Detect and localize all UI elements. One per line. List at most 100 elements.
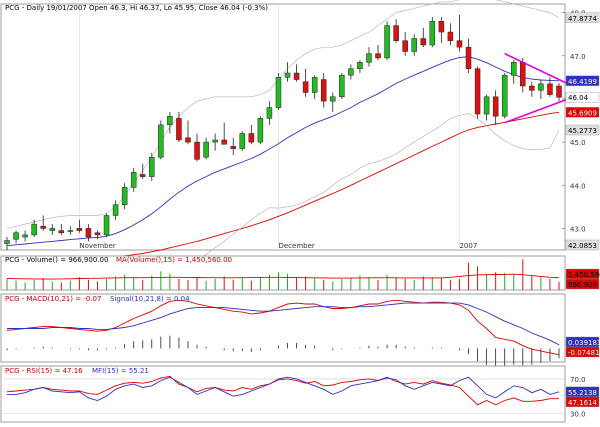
candle-body bbox=[348, 68, 354, 76]
rsi-label-1-bg bbox=[565, 396, 600, 408]
candle-body bbox=[311, 77, 318, 93]
volume-panel: 1,450,560 966,900 bbox=[0, 255, 600, 291]
candle-body bbox=[538, 83, 544, 91]
candle-body bbox=[176, 118, 182, 141]
macd-line-0 bbox=[6, 299, 560, 356]
macd-header: PCG - MACD(10,21) = -0.07 bbox=[5, 295, 101, 303]
candle-body bbox=[194, 141, 200, 160]
price-label-5-bg bbox=[565, 239, 600, 251]
candle-body bbox=[320, 79, 327, 102]
candle-body bbox=[293, 72, 300, 80]
candle-body bbox=[185, 137, 191, 143]
candle-body bbox=[40, 226, 46, 229]
candle-body bbox=[547, 83, 553, 95]
x-tick-label: November bbox=[79, 242, 116, 250]
panel-frame bbox=[0, 365, 566, 423]
candle-body bbox=[483, 96, 490, 115]
rsi-level-label: 70.0 bbox=[570, 376, 586, 384]
candle-body bbox=[167, 115, 173, 126]
candle-body bbox=[275, 77, 282, 108]
panel-frame bbox=[0, 255, 566, 291]
candle-body bbox=[501, 74, 508, 117]
candle-body bbox=[203, 141, 209, 158]
candle-body bbox=[248, 133, 255, 143]
rsi-level-label: 30.0 bbox=[570, 410, 586, 418]
candle-body bbox=[149, 156, 155, 177]
candle-body bbox=[411, 38, 417, 52]
price-label-0: 47.8774 bbox=[568, 15, 597, 23]
chart-header: PCG - Daily 19/01/2007 Open 46.3, Hi 46.… bbox=[5, 4, 268, 12]
series-line-2 bbox=[6, 0, 560, 229]
macd-line-1 bbox=[7, 302, 560, 346]
candle-body bbox=[465, 46, 472, 69]
candle-body bbox=[339, 74, 345, 98]
candle-body bbox=[139, 174, 146, 177]
volume-label-0: 1,450,560 bbox=[568, 271, 600, 279]
price-label-1: 46.4199 bbox=[568, 78, 597, 86]
candle-body bbox=[239, 133, 246, 149]
candle-body bbox=[330, 96, 336, 102]
y-tick-label: 45.0 bbox=[570, 139, 586, 147]
price-label-1-bg bbox=[565, 75, 600, 87]
candle-body bbox=[556, 85, 562, 98]
candle-body bbox=[85, 228, 92, 238]
candle-body bbox=[112, 204, 119, 216]
rsi-label-0: 55.2138 bbox=[568, 389, 597, 397]
candle-body bbox=[76, 228, 83, 231]
candle-body bbox=[257, 118, 264, 143]
candle-body bbox=[447, 31, 454, 41]
volume-header: PCG - Volume() = 966,900.00 bbox=[5, 256, 108, 264]
candle-body bbox=[221, 139, 227, 145]
volume-ma-line bbox=[6, 273, 560, 280]
macd-label-1: -0.074812 bbox=[568, 349, 600, 357]
candle-body bbox=[103, 215, 110, 236]
candle-body bbox=[284, 72, 291, 78]
price-label-5: 42.0853 bbox=[568, 242, 597, 250]
macd-label-1-bg bbox=[565, 346, 600, 358]
candle-body bbox=[4, 240, 10, 244]
y-tick-label: 47.0 bbox=[570, 53, 586, 61]
candle-body bbox=[438, 21, 445, 33]
price-label-2-bg bbox=[565, 92, 600, 103]
rsi-line-1 bbox=[7, 376, 560, 401]
rsi-header: PCG - RSI(15) = 47.16 bbox=[5, 367, 83, 375]
volume-ma-header: MA(Volume(),15) = 1,450,560.00 bbox=[116, 256, 232, 264]
panel-frame bbox=[0, 3, 566, 251]
volume-label-1: 966,900 bbox=[568, 281, 597, 289]
candle-body bbox=[375, 53, 381, 59]
mfi-header: MFI(15) = 55.21 bbox=[92, 367, 149, 375]
price-label-4-bg bbox=[565, 124, 600, 136]
price-label-2: 46.04 bbox=[568, 94, 589, 102]
candle-body bbox=[520, 62, 526, 87]
candle-body bbox=[529, 85, 535, 91]
candle-body bbox=[13, 232, 19, 240]
candle-body bbox=[130, 172, 137, 188]
candle-body bbox=[158, 124, 164, 158]
candle-body bbox=[357, 62, 363, 69]
panel-frame bbox=[0, 293, 566, 363]
candle-body bbox=[67, 230, 74, 232]
candle-body bbox=[384, 25, 390, 59]
rsi-label-1: 47.1614 bbox=[568, 399, 597, 407]
candle-body bbox=[511, 62, 517, 76]
candle-body bbox=[121, 187, 128, 205]
candle-body bbox=[31, 223, 37, 236]
candle-body bbox=[393, 25, 399, 41]
trendline-0 bbox=[504, 52, 569, 85]
rsi-panel: 30.0 70.0 55.2138 47.1614 bbox=[0, 365, 600, 423]
macd-panel: 0.039183 -0.074812 bbox=[0, 293, 600, 370]
candle-body bbox=[212, 139, 218, 143]
candle-body bbox=[266, 107, 273, 119]
price-label-0-bg bbox=[565, 12, 600, 24]
macd-signal-header: Signal(10,21,8) = 0.04 bbox=[110, 295, 190, 303]
candle-body bbox=[230, 146, 236, 149]
price-label-3: 45.6909 bbox=[568, 109, 597, 117]
candle-body bbox=[474, 68, 481, 115]
y-tick-label: 44.0 bbox=[570, 182, 586, 190]
candle-body bbox=[429, 21, 436, 46]
candle-body bbox=[456, 40, 463, 48]
price-panel: 43.044.045.046.047.048.0NovemberDecember… bbox=[0, 0, 600, 272]
candle-body bbox=[22, 234, 28, 238]
